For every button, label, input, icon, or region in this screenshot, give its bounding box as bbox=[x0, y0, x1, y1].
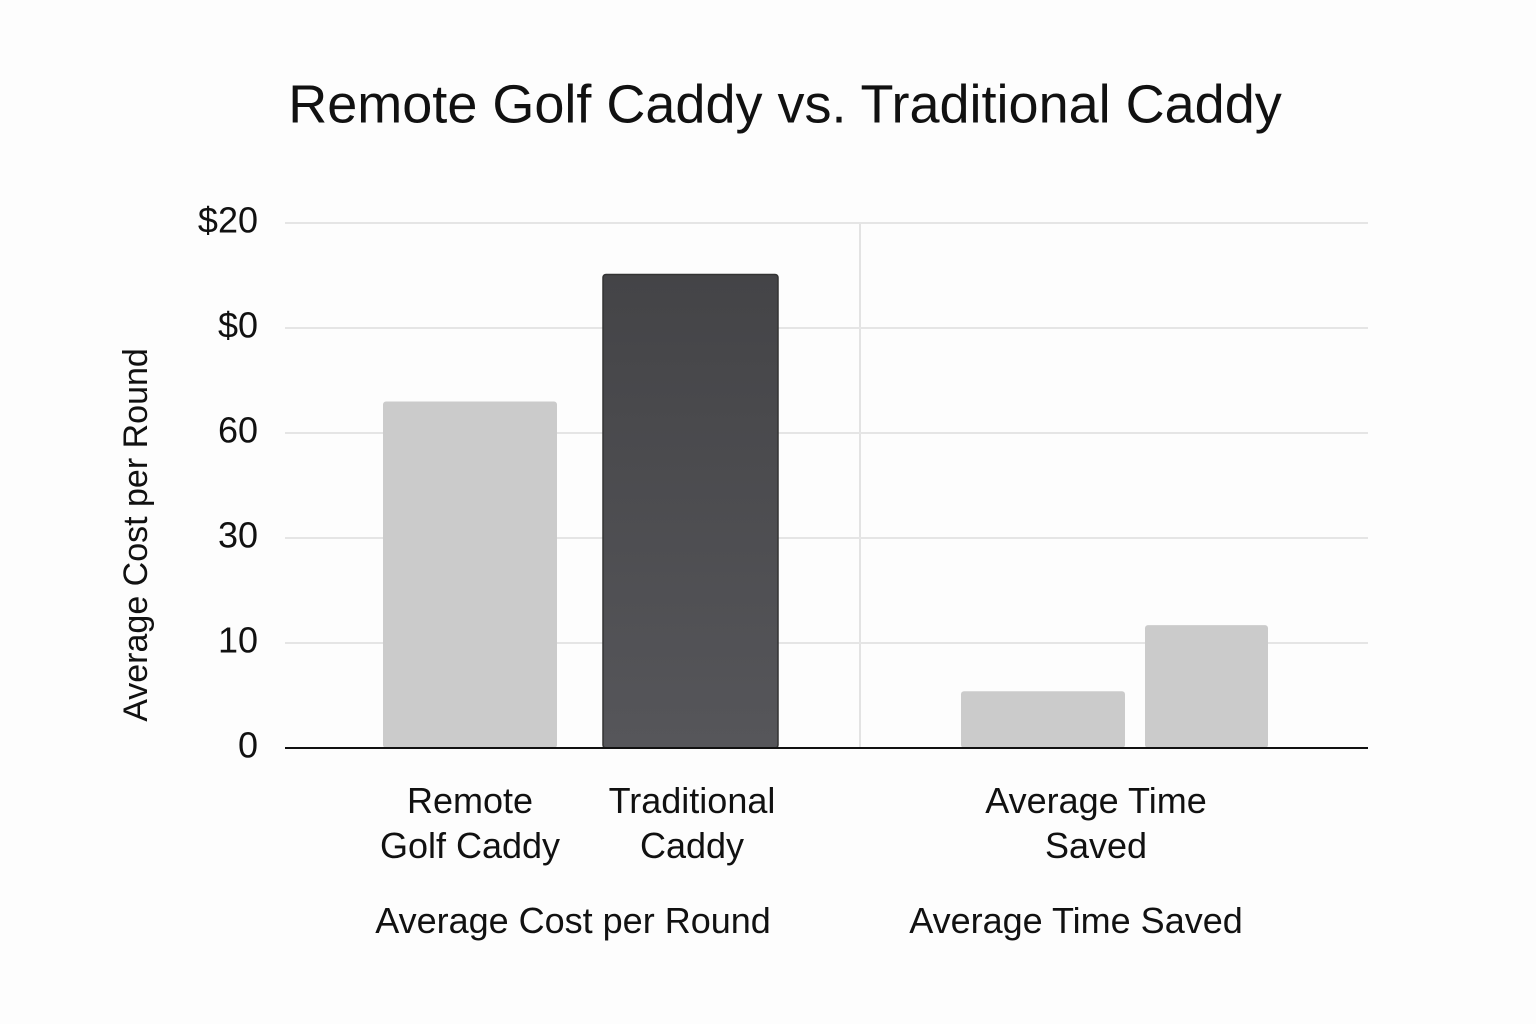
x-tick-label: Remote Golf Caddy bbox=[379, 780, 561, 866]
y-axis-label: Average Cost per Round bbox=[117, 348, 155, 722]
group-label: Average Time Saved bbox=[909, 900, 1243, 941]
group-label: Average Cost per Round bbox=[375, 900, 771, 941]
x-tick-label: Traditional Caddy bbox=[608, 780, 776, 866]
y-tick-label: 30 bbox=[218, 515, 258, 556]
bar bbox=[961, 691, 1125, 748]
y-tick-label: $20 bbox=[198, 200, 258, 241]
chart-title: Remote Golf Caddy vs. Traditional Caddy bbox=[288, 74, 1281, 134]
y-tick-label: 0 bbox=[238, 725, 258, 766]
bar bbox=[383, 401, 557, 748]
y-tick-label: 10 bbox=[218, 620, 258, 661]
x-tick-label: Average Time Saved bbox=[985, 780, 1207, 866]
bar bbox=[602, 273, 779, 749]
y-tick-label: 60 bbox=[218, 410, 258, 451]
y-tick-label: $0 bbox=[218, 305, 258, 346]
bar bbox=[1145, 625, 1268, 748]
